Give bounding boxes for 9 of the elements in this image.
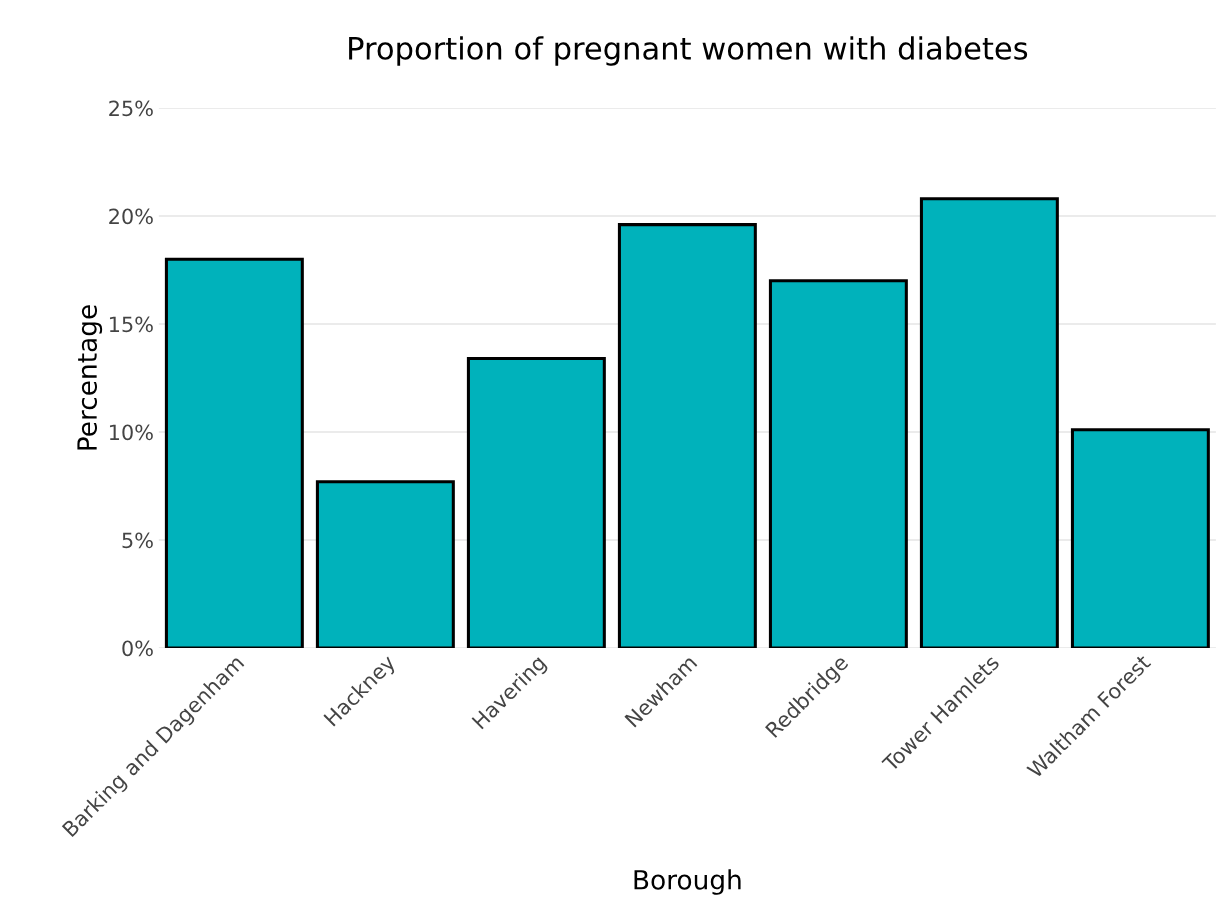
x-axis-title: Borough xyxy=(634,869,741,895)
y-tick-label: 25% xyxy=(109,100,153,117)
y-tick-label: 10% xyxy=(109,424,153,441)
y-tick-label: 15% xyxy=(109,316,153,333)
chart-title: Proportion of pregnant women with diabetes xyxy=(349,36,1028,66)
y-tick-label: 20% xyxy=(109,208,153,225)
y-tick-label: 0% xyxy=(122,640,153,657)
y-axis-title: Percentage xyxy=(77,305,103,450)
y-tick-label: 5% xyxy=(122,532,153,549)
